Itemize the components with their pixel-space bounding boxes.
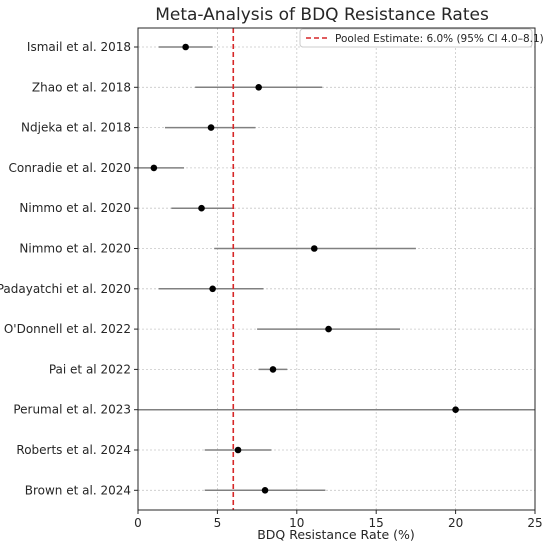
chart-title: Meta-Analysis of BDQ Resistance Rates bbox=[155, 5, 489, 25]
legend-label: Pooled Estimate: 6.0% (95% CI 4.0–8.1) bbox=[335, 33, 544, 45]
study-label: Nimmo et al. 2020 bbox=[19, 201, 131, 215]
study-labels: Ismail et al. 2018 Zhao et al. 2018 Ndjeka… bbox=[0, 40, 138, 497]
study-label: Ndjeka et al. 2018 bbox=[21, 121, 131, 135]
legend: Pooled Estimate: 6.0% (95% CI 4.0–8.1) bbox=[299, 28, 544, 48]
x-tick-label: 25 bbox=[527, 516, 542, 530]
x-tick-label: 10 bbox=[289, 516, 304, 530]
x-tick-label: 20 bbox=[448, 516, 463, 530]
legend-box bbox=[299, 28, 533, 48]
x-tick-label: 15 bbox=[369, 516, 384, 530]
estimate-point bbox=[310, 245, 318, 252]
grid bbox=[137, 28, 536, 510]
study-estimates bbox=[150, 43, 459, 494]
estimate-point bbox=[255, 84, 262, 91]
estimate-point bbox=[234, 446, 242, 454]
study-label: Pai et al 2022 bbox=[49, 362, 131, 376]
estimate-point bbox=[261, 487, 269, 494]
estimate-point bbox=[452, 406, 459, 414]
x-axis-label: BDQ Resistance Rate (%) bbox=[257, 527, 415, 542]
estimate-point bbox=[150, 164, 158, 172]
study-label: Roberts et al. 2024 bbox=[16, 443, 131, 457]
study-label: Padayatchi et al. 2020 bbox=[0, 282, 131, 296]
study-label: Ismail et al. 2018 bbox=[27, 40, 131, 54]
study-label: O'Donnell et al. 2022 bbox=[4, 322, 131, 336]
study-label: Zhao et al. 2018 bbox=[32, 80, 131, 94]
x-tick-label: 5 bbox=[214, 516, 222, 530]
study-label: Nimmo et al. 2020 bbox=[19, 242, 131, 256]
x-tick-label: 0 bbox=[134, 516, 142, 530]
estimate-point bbox=[207, 124, 215, 131]
estimate-point bbox=[325, 325, 332, 333]
estimate-point bbox=[269, 366, 277, 373]
plot-frame bbox=[137, 27, 536, 511]
confidence-intervals bbox=[138, 46, 535, 492]
study-label: Brown et al. 2024 bbox=[25, 483, 131, 497]
study-label: Conradie et al. 2020 bbox=[8, 161, 131, 175]
estimate-point bbox=[209, 285, 216, 293]
estimate-point bbox=[182, 43, 189, 51]
study-label: Perumal et al. 2023 bbox=[13, 403, 131, 417]
x-axis-ticks: 0 5 10 15 20 25 bbox=[134, 510, 543, 530]
estimate-point bbox=[198, 204, 205, 212]
